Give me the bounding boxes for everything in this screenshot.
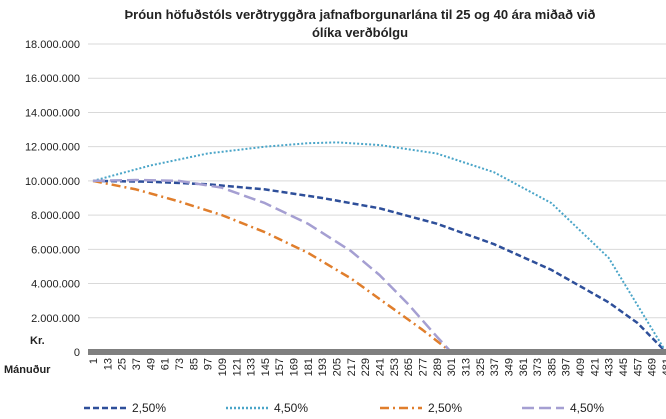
y-tick-labels: 0 2.000.000 4.000.000 6.000.000 8.000.000 10.… xyxy=(25,39,80,359)
legend-label: 2,50% xyxy=(428,401,462,415)
y-tick-label: 6.000.000 xyxy=(31,244,80,256)
x-tick-label: 109 xyxy=(217,358,229,376)
x-tick-label: 409 xyxy=(575,358,587,376)
x-tick-label: 217 xyxy=(346,358,358,376)
x-tick-label: 193 xyxy=(317,358,329,376)
y-tick-label: 8.000.000 xyxy=(31,210,80,222)
legend-item-1: 2,50% xyxy=(84,401,166,415)
legend-label: 2,50% xyxy=(132,401,166,415)
series-lines xyxy=(92,141,666,353)
x-tick-label: 301 xyxy=(446,358,458,376)
gridlines xyxy=(88,43,666,319)
x-tick-label: 241 xyxy=(375,358,387,376)
x-axis-bar xyxy=(88,349,666,355)
legend-label: 4,50% xyxy=(570,401,604,415)
x-tick-label: 445 xyxy=(618,358,630,376)
chart-title-line2: ólíka verðbólgu xyxy=(312,25,408,40)
y-tick-label: 0 xyxy=(74,347,80,359)
y-tick-label: 12.000.000 xyxy=(25,142,80,154)
x-tick-label: 325 xyxy=(475,358,487,376)
x-tick-label: 265 xyxy=(403,358,415,376)
legend-item-2: 4,50% xyxy=(226,401,308,415)
series-line-3 xyxy=(92,179,452,353)
x-tick-label: 97 xyxy=(203,358,215,370)
x-tick-label: 229 xyxy=(360,358,372,376)
x-tick-label: 421 xyxy=(589,358,601,376)
x-tick-label: 457 xyxy=(632,358,644,376)
x-tick-label: 73 xyxy=(174,358,186,370)
x-tick-label: 289 xyxy=(432,358,444,376)
x-tick-label: 313 xyxy=(460,358,472,376)
y-tick-label: 10.000.000 xyxy=(25,176,80,188)
x-tick-label: 481 xyxy=(661,358,666,376)
y-tick-label: 14.000.000 xyxy=(25,107,80,119)
x-tick-label: 85 xyxy=(188,358,200,370)
x-tick-label: 433 xyxy=(604,358,616,376)
x-tick-label: 121 xyxy=(231,358,243,376)
x-tick-label: 469 xyxy=(647,358,659,376)
y-tick-label: 18.000.000 xyxy=(25,39,80,51)
x-tick-label: 145 xyxy=(260,358,272,376)
x-tick-label: 349 xyxy=(503,358,515,376)
y-axis-label: Kr. xyxy=(30,335,45,347)
x-tick-label: 157 xyxy=(274,358,286,376)
x-tick-label: 397 xyxy=(561,358,573,376)
x-tick-label: 337 xyxy=(489,358,501,376)
x-tick-label: 61 xyxy=(160,358,172,370)
legend-label: 4,50% xyxy=(274,401,308,415)
legend-item-4: 4,50% xyxy=(522,401,604,415)
x-tick-label: 373 xyxy=(532,358,544,376)
x-tick-label: 361 xyxy=(518,358,530,376)
series-line-1 xyxy=(92,179,666,353)
x-axis-label: Mánuður xyxy=(4,364,51,376)
x-tick-label: 253 xyxy=(389,358,401,376)
x-tick-label: 181 xyxy=(303,358,315,376)
y-tick-label: 2.000.000 xyxy=(31,313,80,325)
x-tick-label: 205 xyxy=(332,358,344,376)
series-line-4 xyxy=(92,178,453,353)
x-tick-label: 49 xyxy=(145,358,157,370)
x-tick-label: 13 xyxy=(102,358,114,370)
x-tick-label: 169 xyxy=(289,358,301,376)
x-tick-label: 385 xyxy=(546,358,558,376)
x-tick-label: 1 xyxy=(88,358,100,364)
x-tick-label: 37 xyxy=(131,358,143,370)
x-tick-label: 25 xyxy=(117,358,129,370)
x-tick-label: 277 xyxy=(417,358,429,376)
legend-item-3: 2,50% xyxy=(380,401,462,415)
chart-title-line1: Þróun höfuðstóls verðtryggðra jafnafborg… xyxy=(125,7,596,22)
y-tick-label: 16.000.000 xyxy=(25,73,80,85)
x-tick-label: 133 xyxy=(246,358,258,376)
y-tick-label: 4.000.000 xyxy=(31,279,80,291)
series-line-2 xyxy=(92,141,666,353)
legend: 2,50% 4,50% 2,50% 4,50% xyxy=(84,401,604,415)
x-tick-labels: 1 13 25 37 49 61 73 85 97 109 121 133 145 157 169 181 19… xyxy=(88,358,666,376)
